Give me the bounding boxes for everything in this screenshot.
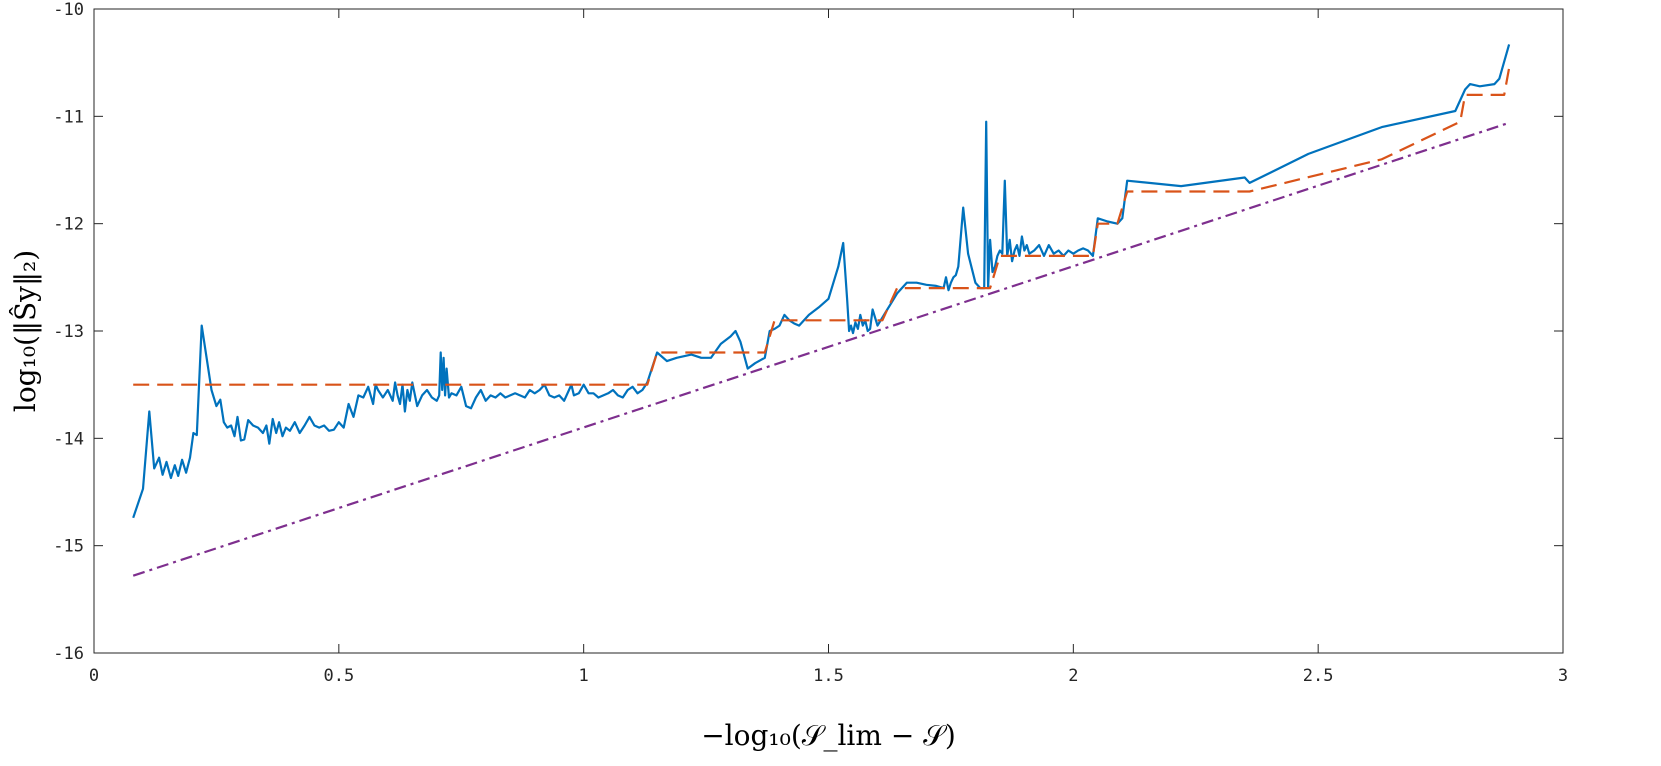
x-tick-label: 3 (1558, 666, 1568, 686)
series-line-1 (132, 44, 1511, 519)
x-tick-label: 1.5 (813, 666, 844, 686)
y-tick-label: -14 (53, 429, 84, 449)
plot-area-frame (93, 8, 1564, 654)
series-line-3 (132, 121, 1510, 577)
x-tick-label: 2 (1068, 666, 1078, 686)
y-axis-label: log₁₀(‖Ŝy‖₂) (8, 250, 42, 412)
x-tick-label: 1 (579, 666, 589, 686)
y-tick-label: -11 (53, 107, 84, 127)
series-line-2 (133, 67, 1511, 386)
x-tick-label: 2.5 (1303, 666, 1334, 686)
x-tick-label: 0.5 (323, 666, 354, 686)
x-axis: 0 0.5 1 1.5 2 2.5 3 (89, 9, 1568, 686)
x-axis-label: −log₁₀(𝒮_lim − 𝒮) (701, 719, 956, 752)
y-tick-label: -16 (53, 644, 84, 664)
y-axis: -16 -15 -14 -13 -12 -11 -10 (53, 0, 1563, 664)
y-tick-label: -13 (53, 322, 84, 342)
y-tick-label: -12 (53, 215, 84, 235)
y-tick-label: -10 (53, 0, 84, 20)
plot-series (132, 44, 1511, 577)
x-tick-label: 0 (89, 666, 99, 686)
y-tick-label: -15 (53, 537, 84, 557)
